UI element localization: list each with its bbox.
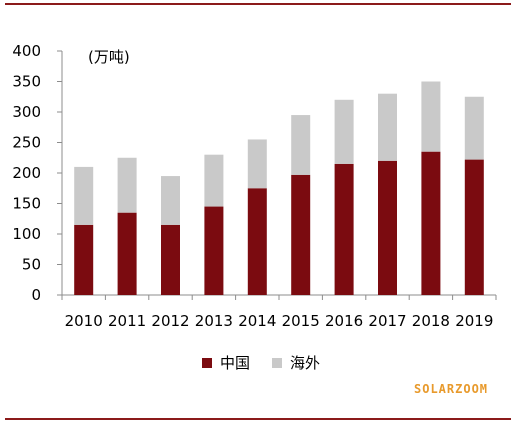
bar-overseas-2018 [421, 81, 441, 152]
bottom-rule [5, 418, 511, 420]
bar-overseas-2011 [117, 157, 137, 213]
bar-china-2011 [117, 212, 137, 295]
bar-china-2010 [74, 224, 94, 295]
x-tick-label-2011: 2011 [108, 312, 146, 330]
bar-china-2018 [421, 151, 441, 295]
bar-china-2013 [204, 206, 224, 295]
x-tick-label-2017: 2017 [368, 312, 406, 330]
bar-china-2017 [378, 160, 397, 295]
legend-label-china: 中国 [220, 354, 251, 372]
bar-overseas-2010 [74, 166, 94, 225]
legend: 中国 海外 [202, 352, 342, 373]
y-tick-label: 250 [12, 134, 41, 152]
x-tick-label-2018: 2018 [412, 312, 450, 330]
y-tick-label: 350 [12, 73, 41, 91]
y-tick-label: 400 [12, 42, 41, 60]
bar-overseas-2014 [247, 139, 267, 189]
bar-china-2019 [464, 159, 484, 295]
bar-overseas-2016 [334, 99, 354, 164]
legend-swatch-china [202, 357, 212, 368]
solarzoom-watermark: SOLARZOOM [414, 382, 489, 396]
x-tick-label-2019: 2019 [455, 312, 493, 330]
x-tick-label-2014: 2014 [238, 312, 276, 330]
legend-item-china: 中国 [202, 352, 250, 373]
bar-china-2015 [291, 174, 311, 295]
legend-label-overseas: 海外 [290, 354, 321, 372]
legend-item-overseas: 海外 [272, 352, 320, 373]
bar-overseas-2012 [161, 176, 180, 225]
legend-swatch-overseas [272, 357, 283, 368]
x-tick-label-2012: 2012 [151, 312, 189, 330]
y-tick-label: 0 [31, 286, 41, 304]
bar-china-2014 [247, 188, 267, 295]
bar-china-2012 [161, 224, 180, 295]
x-tick-label-2010: 2010 [65, 312, 103, 330]
bar-overseas-2013 [204, 154, 224, 207]
bar-overseas-2017 [378, 93, 397, 161]
x-tick-label-2016: 2016 [325, 312, 363, 330]
y-tick-label: 300 [12, 103, 41, 121]
y-tick-label: 200 [12, 164, 41, 182]
x-tick-label-2013: 2013 [195, 312, 233, 330]
y-tick-label: 100 [12, 225, 41, 243]
bar-china-2016 [334, 163, 354, 295]
unit-label: (万吨) [88, 48, 130, 66]
bar-overseas-2019 [464, 96, 484, 160]
x-tick-label-2015: 2015 [282, 312, 320, 330]
bar-overseas-2015 [291, 115, 311, 175]
top-rule [5, 3, 511, 5]
y-tick-label: 150 [12, 195, 41, 213]
y-tick-label: 50 [22, 256, 41, 274]
